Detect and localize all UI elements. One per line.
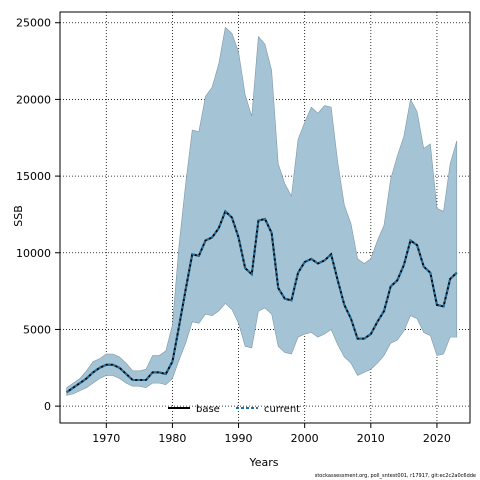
y-tick-label: 20000 (16, 93, 51, 106)
confidence-band (66, 26, 458, 396)
x-tick-label: 2010 (357, 432, 385, 445)
legend-label-base: base (196, 404, 220, 415)
footer-caption: stockassessment.org, poll_sntest001, r17… (315, 473, 476, 479)
y-tick-label: 25000 (16, 17, 51, 30)
x-tick-label: 2000 (291, 432, 319, 445)
x-axis-title: Years (248, 456, 278, 469)
y-tick-label: 10000 (16, 247, 51, 260)
plot-frame (59, 11, 471, 424)
x-tick-label: 1990 (225, 432, 253, 445)
x-tick-label: 1970 (92, 432, 120, 445)
y-axis-title: SSB (12, 205, 25, 227)
y-axis: 0 5000 10000 15000 20000 25000 (16, 17, 60, 413)
legend-label-current: current (264, 404, 300, 415)
y-tick-label: 5000 (23, 323, 51, 336)
x-tick-label: 1980 (158, 432, 186, 445)
legend: base current (168, 404, 300, 415)
series-line-current (66, 209, 458, 394)
x-tick-label: 2020 (423, 432, 451, 445)
y-tick-label: 0 (44, 400, 51, 413)
y-tick-label: 15000 (16, 170, 51, 183)
x-axis: 1970 1980 1990 2000 2010 2020 (92, 423, 451, 445)
